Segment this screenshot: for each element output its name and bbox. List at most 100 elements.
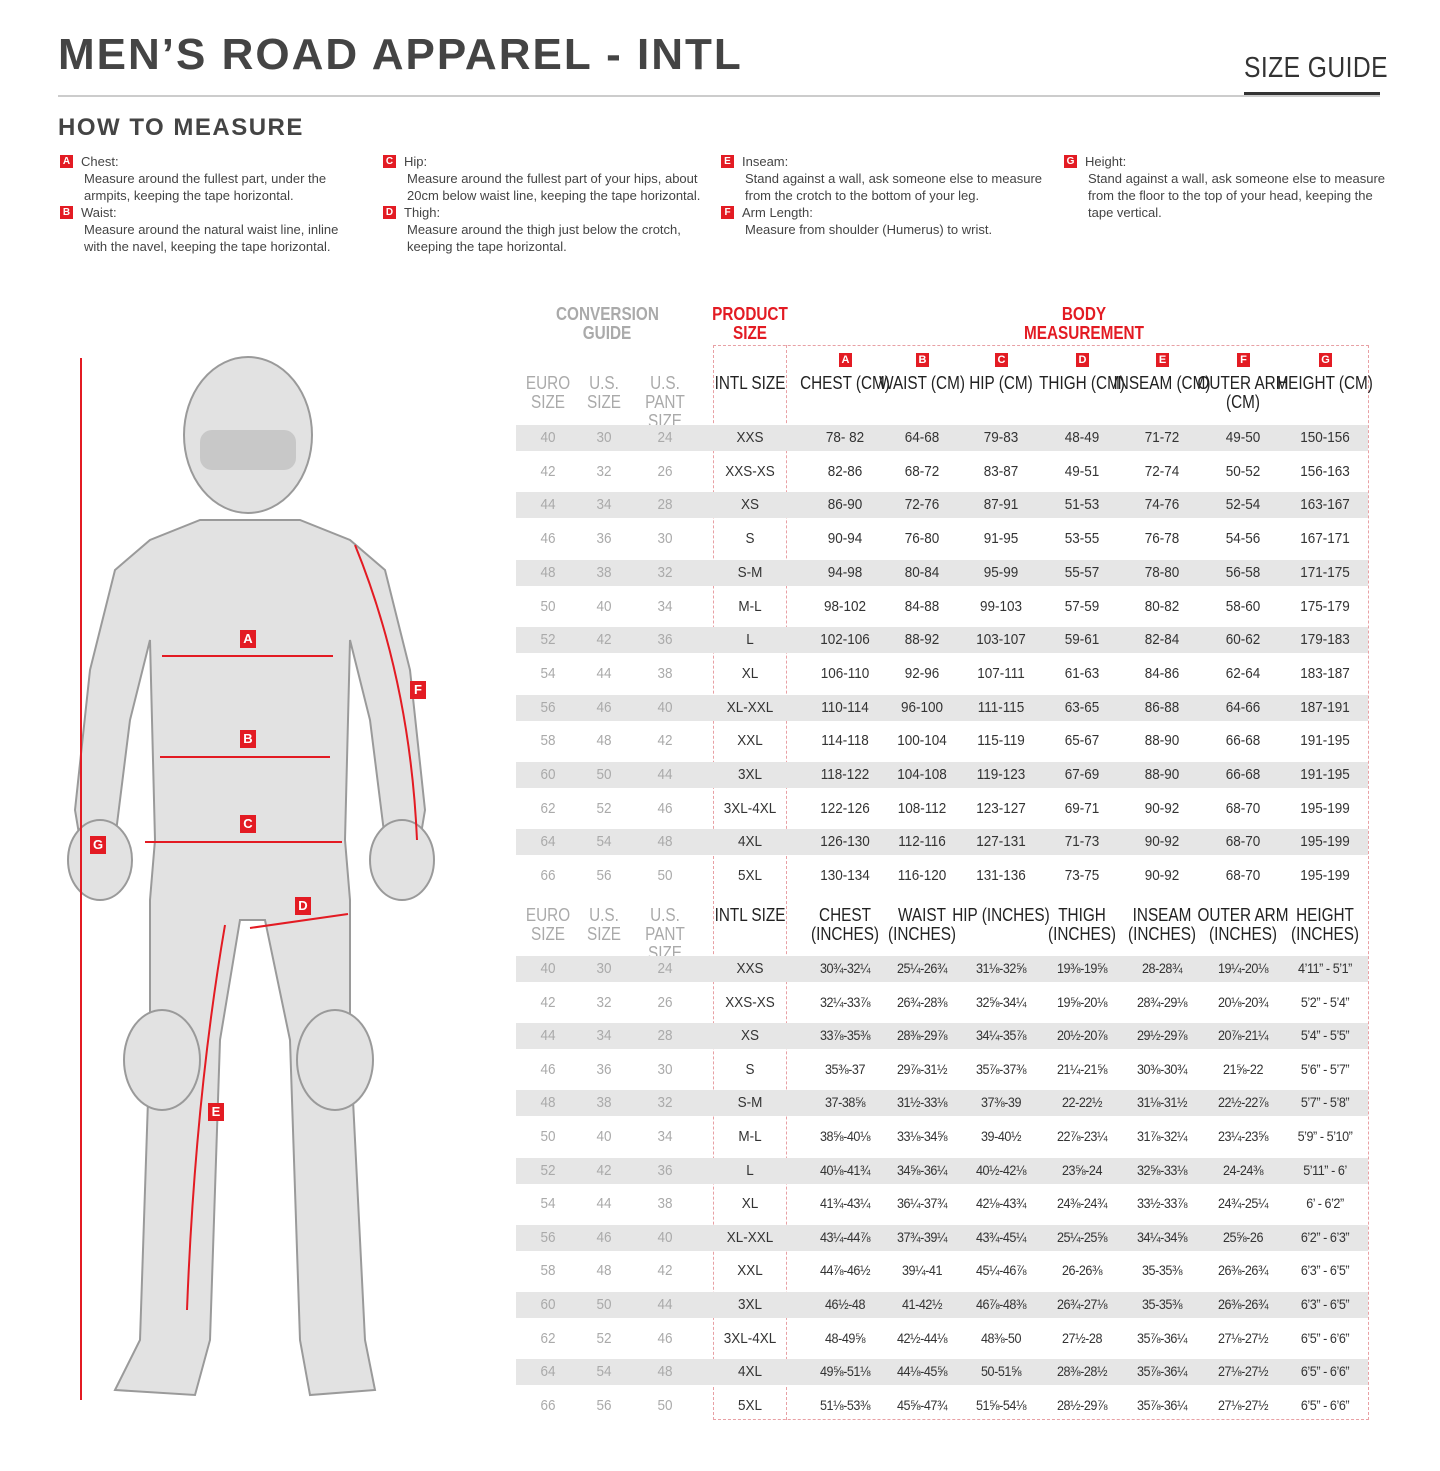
table-cell: 25¼-25⅝ [1056, 1228, 1108, 1245]
product-size-header: PRODUCT SIZE [712, 304, 788, 343]
column-header: U.S. SIZE [586, 905, 621, 944]
helmet-visor [200, 430, 296, 470]
table-cell: 5’7” - 5’8” [1300, 1094, 1350, 1111]
table-cell: 59-61 [1064, 631, 1100, 649]
table-cell: 104-108 [897, 766, 947, 783]
table-cell: 33½-33⅞ [1136, 1195, 1188, 1212]
table-cell: 86-90 [827, 496, 863, 514]
table-cell: 72-76 [904, 496, 940, 514]
table-cell: 21¼-21⅝ [1056, 1060, 1108, 1077]
table-cell: 32 [657, 563, 673, 581]
table-cell: 49-51 [1064, 462, 1100, 480]
table-cell: 102-106 [820, 631, 870, 649]
table-cell: 76-78 [1144, 530, 1180, 548]
table-cell: 5’11” - 6’ [1303, 1161, 1347, 1178]
table-cell: 19⅜-19⅝ [1056, 960, 1108, 976]
table-cell: 40 [596, 1128, 612, 1145]
table-cell: 48⅜-50 [980, 1329, 1022, 1346]
table-cell: 56 [540, 1228, 556, 1246]
table-cell: 90-92 [1144, 799, 1180, 817]
table-cell: 114-118 [821, 732, 869, 750]
row-stripe [516, 829, 1368, 856]
measure-label: Arm Length: [742, 205, 813, 220]
table-cell: 54 [540, 664, 556, 682]
row-stripe [516, 1359, 1368, 1386]
table-cell: 29½-29⅞ [1136, 1027, 1188, 1044]
table-cell: 191-195 [1300, 766, 1350, 783]
table-cell: 64-68 [904, 429, 940, 446]
table-cell: 40⅛-41¾ [819, 1161, 871, 1178]
column-header: WAIST (INCHES) [888, 905, 956, 944]
table-cell: 46⅞-48⅜ [975, 1296, 1027, 1312]
table-cell: 35⅞-37⅜ [975, 1060, 1027, 1077]
table-cell: 34⅝-36¼ [896, 1161, 948, 1178]
table-cell: 29⅞-31½ [896, 1060, 948, 1077]
table-cell: 98-102 [823, 597, 867, 615]
table-cell: 195-199 [1300, 867, 1350, 885]
row-stripe [516, 956, 1368, 982]
table-cell: 31½-33⅛ [896, 1094, 948, 1111]
measure-arrows [80, 358, 418, 1400]
table-cell: 46 [657, 1329, 673, 1347]
figure-label-c: C [240, 815, 256, 833]
column-letter-e: E [1156, 353, 1169, 367]
table-cell: S [745, 530, 755, 548]
column-header: U.S. PANT SIZE [645, 905, 685, 963]
table-cell: 3XL-4XL [723, 1329, 777, 1347]
table-cell: 28½-29⅞ [1056, 1396, 1108, 1413]
column-header: INTL SIZE [714, 373, 786, 393]
table-cell: 60 [540, 766, 556, 783]
table-cell: 42 [657, 732, 673, 750]
table-cell: 68-70 [1225, 799, 1261, 817]
table-cell: 116-120 [897, 867, 947, 885]
measure-item-heading: D Thigh: [383, 204, 697, 221]
table-cell: 122-126 [820, 799, 870, 817]
table-cell: 54 [596, 833, 612, 851]
table-cell: 73-75 [1064, 867, 1100, 885]
table-cell: M-L [738, 1128, 762, 1145]
table-cell: 36 [657, 1161, 673, 1179]
column-letter-g: G [1319, 353, 1332, 367]
table-cell: 5’4” - 5’5” [1300, 1027, 1350, 1044]
table-cell: 39-40½ [980, 1128, 1022, 1144]
table-cell: 27⅛-27½ [1217, 1329, 1269, 1346]
table-cell: 87-91 [983, 496, 1019, 514]
table-cell: 34 [657, 1128, 673, 1145]
table-cell: 90-92 [1144, 867, 1180, 885]
table-cell: 36 [596, 1060, 612, 1078]
table-cell: 118-122 [820, 766, 870, 783]
measure-label: Waist: [81, 205, 117, 220]
figure-label-f: F [410, 681, 426, 699]
figure-label-d: D [295, 897, 311, 915]
measure-item-heading: E Inseam: [721, 153, 1045, 170]
table-cell: 56-58 [1225, 563, 1261, 581]
table-cell: 82-86 [827, 462, 863, 480]
mannequin-figure [67, 356, 435, 1400]
table-cell: 66-68 [1225, 732, 1261, 750]
table-cell: 50 [657, 867, 673, 885]
table-cell: 50-51⅝ [980, 1363, 1022, 1380]
table-cell: 53-55 [1064, 530, 1100, 548]
table-cell: 167-171 [1300, 530, 1350, 548]
table-cell: 58 [540, 732, 556, 750]
table-cell: 42 [596, 631, 612, 649]
measure-item-heading: C Hip: [383, 153, 707, 170]
table-cell: 111-115 [977, 698, 1025, 716]
table-cell: 5XL [737, 1396, 763, 1414]
measure-item-heading: B Waist: [60, 204, 344, 221]
table-cell: 48-49⅝ [824, 1329, 866, 1346]
table-cell: 27⅛-27½ [1217, 1363, 1269, 1380]
table-cell: 40 [657, 698, 673, 716]
table-cell: 50 [596, 1296, 612, 1313]
table-cell: 38 [657, 1195, 673, 1213]
table-cell: 92-96 [904, 664, 940, 682]
table-cell: 76-80 [904, 530, 940, 548]
table-cell: 30 [596, 429, 612, 446]
rider-silhouette [67, 356, 435, 1397]
table-cell: 34 [596, 496, 612, 514]
table-cell: 40 [540, 960, 556, 977]
table-cell: 131-136 [976, 867, 1026, 885]
table-cell: 26 [657, 993, 673, 1011]
table-cell: 52-54 [1225, 496, 1261, 514]
measure-description: Measure around the fullest part of your … [407, 171, 701, 203]
